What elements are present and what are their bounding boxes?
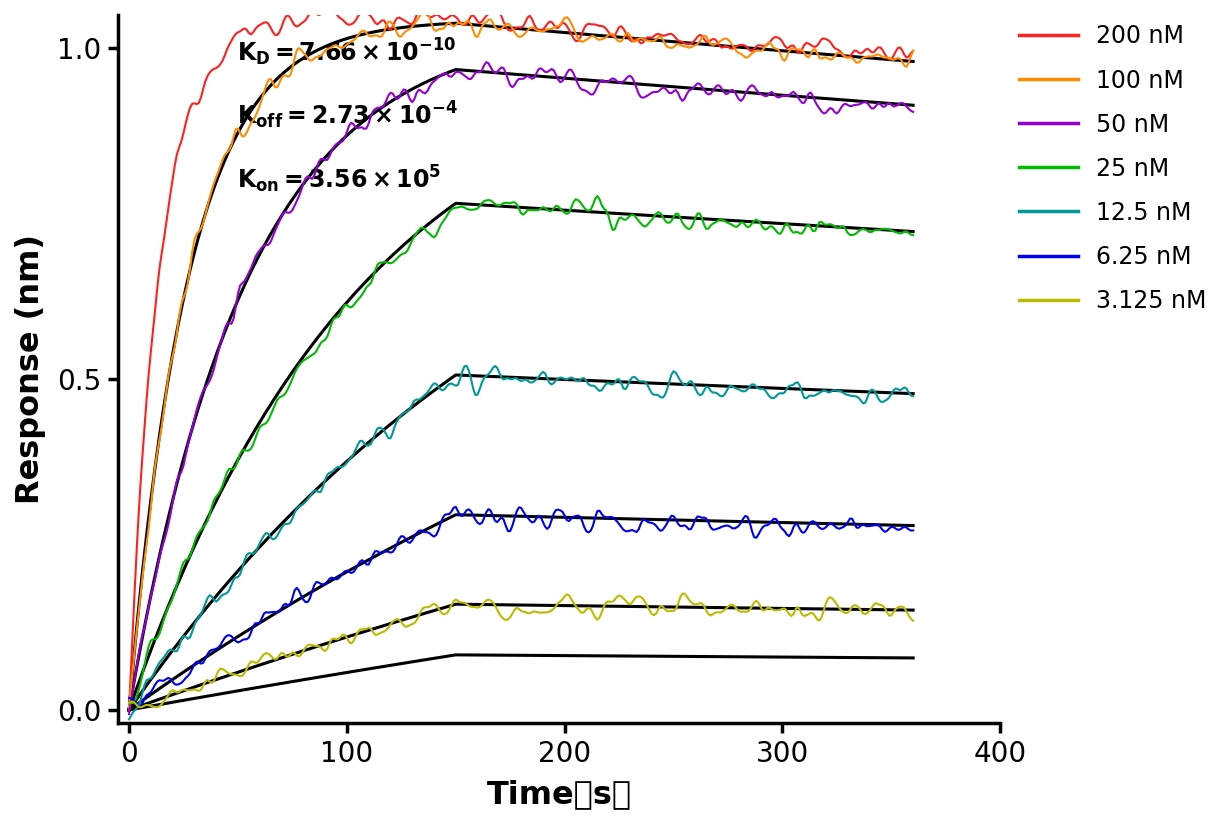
- 6.25 nM: [573, 512, 588, 521]
- 6.25 nM: [270, 607, 285, 617]
- 25 nM: [596, 204, 611, 214]
- 12.5 nM: [906, 391, 920, 401]
- Y-axis label: Response (nm): Response (nm): [15, 234, 46, 504]
- 12.5 nM: [614, 379, 628, 389]
- 100 nM: [143, 502, 158, 512]
- 12.5 nM: [143, 673, 158, 683]
- Line: 200 nM: 200 nM: [129, 7, 913, 710]
- 12.5 nM: [122, 714, 137, 724]
- 3.125 nM: [678, 588, 692, 598]
- 12.5 nM: [460, 361, 474, 371]
- 200 nM: [906, 46, 920, 56]
- 50 nM: [122, 710, 137, 719]
- 100 nM: [906, 45, 920, 55]
- 3.125 nM: [570, 603, 585, 613]
- 12.5 nM: [570, 376, 585, 386]
- 50 nM: [479, 57, 494, 67]
- 25 nM: [568, 195, 583, 205]
- 50 nM: [143, 592, 158, 601]
- 3.125 nM: [133, 702, 148, 712]
- 12.5 nM: [267, 534, 282, 544]
- 100 nM: [418, 6, 432, 16]
- 200 nM: [596, 21, 611, 31]
- 50 nM: [596, 76, 611, 86]
- 200 nM: [614, 21, 628, 31]
- 50 nM: [267, 226, 282, 236]
- 6.25 nM: [616, 525, 631, 535]
- 200 nM: [488, 2, 503, 12]
- 100 nM: [596, 34, 611, 44]
- 200 nM: [143, 346, 158, 356]
- Text: $\mathbf{K_{on}}$$\mathbf{=3.56\times10^{5}}$: $\mathbf{K_{on}}$$\mathbf{=3.56\times10^…: [238, 163, 441, 196]
- 200 nM: [812, 37, 827, 47]
- 6.25 nM: [906, 526, 920, 535]
- 12.5 nM: [596, 382, 611, 392]
- 12.5 nM: [812, 388, 827, 398]
- 100 nM: [614, 36, 628, 46]
- Legend: 200 nM, 100 nM, 50 nM, 25 nM, 12.5 nM, 6.25 nM, 3.125 nM: 200 nM, 100 nM, 50 nM, 25 nM, 12.5 nM, 6…: [1009, 15, 1216, 323]
- 6.25 nM: [448, 502, 463, 512]
- 50 nM: [614, 78, 628, 87]
- 100 nM: [570, 33, 585, 43]
- 25 nM: [267, 400, 282, 410]
- Text: $\mathbf{K_D}$$\mathbf{=7.66\times10^{-10}}$: $\mathbf{K_D}$$\mathbf{=7.66\times10^{-1…: [238, 36, 457, 68]
- 25 nM: [906, 230, 920, 240]
- 25 nM: [590, 191, 605, 201]
- 200 nM: [267, 30, 282, 40]
- Line: 100 nM: 100 nM: [129, 11, 913, 707]
- 3.125 nM: [122, 698, 137, 708]
- 3.125 nM: [906, 615, 920, 625]
- 100 nM: [267, 82, 282, 92]
- 25 nM: [812, 217, 827, 227]
- 50 nM: [812, 104, 827, 114]
- 200 nM: [570, 36, 585, 46]
- Line: 12.5 nM: 12.5 nM: [129, 366, 913, 719]
- Line: 25 nM: 25 nM: [129, 196, 913, 704]
- 3.125 nM: [614, 592, 628, 601]
- X-axis label: Time（s）: Time（s）: [487, 779, 632, 810]
- 6.25 nM: [145, 684, 160, 694]
- 200 nM: [122, 705, 137, 715]
- 3.125 nM: [270, 653, 285, 663]
- 6.25 nM: [814, 524, 829, 534]
- Line: 50 nM: 50 nM: [129, 62, 913, 714]
- 50 nM: [570, 78, 585, 88]
- 6.25 nM: [599, 512, 614, 522]
- 6.25 nM: [133, 702, 148, 712]
- 25 nM: [143, 636, 158, 646]
- Line: 6.25 nM: 6.25 nM: [129, 507, 913, 707]
- 3.125 nM: [814, 612, 829, 622]
- Text: $\mathbf{K_{off}}$$\mathbf{=2.73\times10^{-4}}$: $\mathbf{K_{off}}$$\mathbf{=2.73\times10…: [238, 100, 458, 131]
- 50 nM: [906, 107, 920, 117]
- 6.25 nM: [122, 693, 137, 703]
- Line: 3.125 nM: 3.125 nM: [129, 593, 913, 707]
- 3.125 nM: [145, 701, 160, 711]
- 3.125 nM: [596, 601, 611, 611]
- 100 nM: [122, 702, 137, 712]
- 100 nM: [812, 53, 827, 63]
- 25 nM: [122, 699, 137, 709]
- 25 nM: [614, 213, 628, 223]
